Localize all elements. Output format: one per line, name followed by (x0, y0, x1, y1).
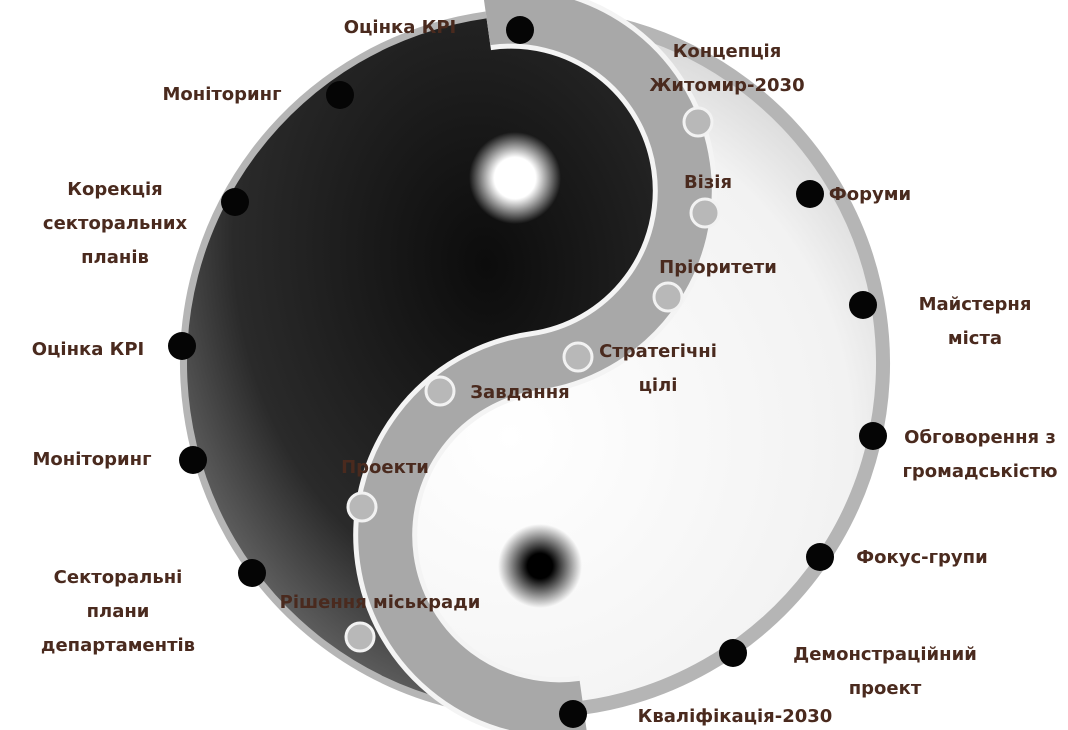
step-label: Оцінка КРІ (344, 17, 456, 38)
step-label: цілі (639, 375, 678, 396)
step-label: Візія (684, 172, 732, 193)
step-label: Фокус-групи (856, 547, 987, 568)
light-eye (469, 132, 561, 224)
step-label: Моніторинг (162, 84, 281, 105)
step-label: міста (948, 328, 1002, 349)
step-dot (179, 446, 207, 474)
step-label: Кваліфікація-2030 (638, 706, 833, 727)
dark-half (187, 16, 685, 711)
step-label: Житомир-2030 (649, 75, 804, 96)
step-dot (859, 422, 887, 450)
step-label: Стратегічні (599, 341, 717, 362)
step-label: Майстерня (919, 294, 1032, 315)
step-label: Концепція (673, 41, 782, 62)
labels: Оцінка КРІ Моніторинг Корекція секторальних… (32, 16, 1058, 728)
step-label: Оцінка КРІ (32, 339, 144, 360)
step-label: громадськістю (902, 461, 1057, 482)
step-dot (719, 639, 747, 667)
step-label: Рішення міськради (280, 592, 481, 613)
step-label: Завдання (470, 382, 569, 403)
step-label: Форуми (829, 184, 911, 205)
path-node (562, 341, 594, 373)
step-dot (806, 543, 834, 571)
step-dot (849, 291, 877, 319)
step-label: Моніторинг (32, 449, 151, 470)
path-node (652, 281, 684, 313)
step-label: Обговорення з (904, 427, 1056, 448)
step-dot (221, 188, 249, 216)
step-dot (326, 81, 354, 109)
path-node (424, 375, 456, 407)
step-label: Проекти (341, 457, 429, 478)
yin-yang (180, 0, 890, 730)
step-label: Корекція (67, 179, 162, 200)
path-node (689, 197, 721, 229)
step-label: Секторальні (54, 567, 183, 588)
step-label: секторальних (43, 213, 188, 234)
step-dot (168, 332, 196, 360)
step-dot (238, 559, 266, 587)
step-label: департаментів (41, 635, 195, 656)
step-dot (559, 700, 587, 728)
step-dot (506, 16, 534, 44)
step-label: плани (87, 601, 150, 622)
step-label: Демонстраційний (793, 644, 977, 665)
step-label: планів (81, 247, 149, 268)
path-band (358, 0, 712, 730)
step-label: проект (849, 678, 922, 699)
path-node (682, 106, 714, 138)
step-label: Пріоритети (659, 257, 777, 278)
path-node (346, 491, 378, 523)
step-dot (796, 180, 824, 208)
path-node (344, 621, 376, 653)
dark-eye (498, 524, 582, 608)
